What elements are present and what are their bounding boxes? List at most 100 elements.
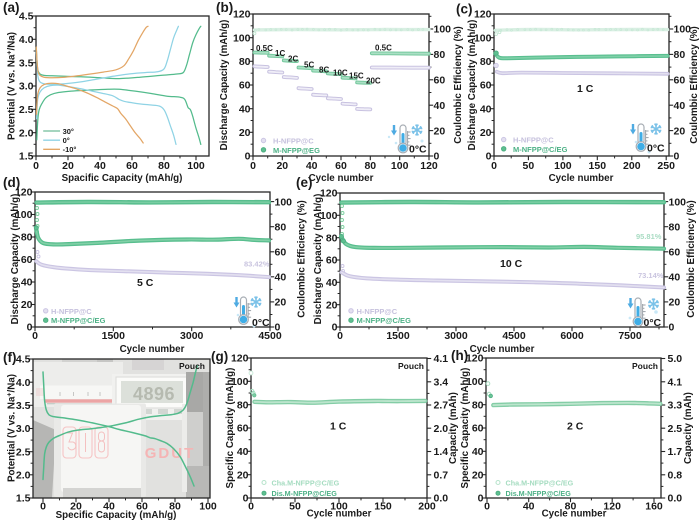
svg-text:80: 80	[239, 56, 251, 68]
svg-text:60: 60	[275, 247, 287, 259]
svg-text:4.0: 4.0	[16, 377, 31, 389]
svg-text:60: 60	[239, 80, 251, 92]
svg-text:60: 60	[480, 80, 492, 92]
svg-text:1C: 1C	[275, 49, 285, 58]
svg-text:120: 120	[231, 353, 249, 365]
svg-text:1500: 1500	[102, 330, 126, 342]
svg-text:2.0: 2.0	[16, 470, 31, 482]
svg-text:0°C: 0°C	[409, 144, 427, 156]
svg-text:3000: 3000	[180, 330, 204, 342]
svg-text:0: 0	[243, 493, 249, 505]
svg-text:1.5: 1.5	[19, 151, 34, 163]
svg-text:160: 160	[645, 501, 663, 513]
svg-text:200: 200	[418, 501, 436, 513]
svg-text:(b): (b)	[216, 0, 233, 15]
svg-text:Cha.M-NFPP@C/EG: Cha.M-NFPP@C/EG	[272, 479, 340, 488]
svg-text:5 C: 5 C	[137, 277, 154, 289]
svg-text:4.1: 4.1	[434, 353, 449, 365]
svg-text:40: 40	[237, 446, 249, 458]
svg-text:0: 0	[248, 501, 254, 513]
svg-text:3.0: 3.0	[16, 423, 31, 435]
svg-text:4896: 4896	[133, 384, 175, 404]
svg-text:Cycle number: Cycle number	[470, 344, 535, 355]
svg-text:H-NFPP@C: H-NFPP@C	[51, 307, 92, 316]
svg-text:20: 20	[70, 501, 82, 513]
svg-text:M-NFPP@C/EG: M-NFPP@C/EG	[357, 316, 412, 325]
svg-text:H-NFPP@C: H-NFPP@C	[357, 307, 398, 316]
svg-text:0: 0	[337, 330, 343, 342]
svg-text:80: 80	[669, 221, 681, 233]
svg-text:80: 80	[472, 399, 484, 411]
svg-text:H-NFPP@C: H-NFPP@C	[273, 137, 314, 146]
svg-text:Potential (V vs. Na+/Na): Potential (V vs. Na+/Na)	[7, 374, 18, 482]
svg-text:Pouch: Pouch	[179, 361, 205, 371]
svg-text:3.5: 3.5	[16, 400, 31, 412]
svg-text:20: 20	[276, 160, 288, 172]
svg-text:Coulombic Efficiency (%): Coulombic Efficiency (%)	[686, 200, 697, 318]
svg-text:Discharge Capacity (mAh/g): Discharge Capacity (mAh/g)	[313, 194, 324, 325]
svg-text:100: 100	[554, 160, 572, 172]
svg-text:20: 20	[275, 297, 287, 309]
svg-text:40: 40	[669, 272, 681, 284]
svg-text:60: 60	[237, 423, 249, 435]
svg-text:30°: 30°	[63, 127, 74, 136]
svg-text:60: 60	[434, 75, 446, 87]
svg-text:Capacity (mAh): Capacity (mAh)	[683, 392, 694, 464]
svg-text:83.42%: 83.42%	[244, 260, 270, 269]
svg-text:0: 0	[478, 493, 484, 505]
svg-text:4.0: 4.0	[19, 34, 34, 46]
svg-text:10 C: 10 C	[500, 258, 523, 270]
svg-text:1.4: 1.4	[434, 446, 449, 458]
svg-text:5.0: 5.0	[668, 353, 683, 365]
svg-text:150: 150	[589, 160, 607, 172]
svg-text:2C: 2C	[288, 55, 298, 64]
svg-text:100: 100	[187, 160, 205, 172]
svg-text:100: 100	[330, 501, 348, 513]
svg-text:80: 80	[434, 49, 446, 61]
svg-text:100: 100	[275, 196, 293, 208]
svg-text:3.3: 3.3	[668, 400, 683, 412]
svg-text:(c): (c)	[456, 2, 473, 17]
svg-text:Cycle number: Cycle number	[309, 173, 374, 184]
svg-text:7500: 7500	[618, 330, 642, 342]
svg-text:M-NFPP@EG: M-NFPP@EG	[273, 146, 320, 155]
svg-text:120: 120	[474, 9, 492, 21]
svg-text:100: 100	[320, 210, 338, 222]
svg-text:0.0: 0.0	[668, 493, 683, 505]
svg-text:Spacific Capacity (mAh/g): Spacific Capacity (mAh/g)	[62, 173, 183, 184]
svg-text:4.5: 4.5	[19, 11, 34, 23]
svg-text:Specific Capacity (mAh/g): Specific Capacity (mAh/g)	[225, 368, 236, 489]
svg-text:Pouch: Pouch	[398, 361, 424, 371]
svg-text:20: 20	[62, 160, 74, 172]
svg-text:40: 40	[523, 501, 535, 513]
svg-text:1500: 1500	[386, 330, 410, 342]
svg-text:120: 120	[233, 9, 251, 21]
svg-text:20: 20	[326, 299, 338, 311]
svg-text:40: 40	[480, 103, 492, 115]
svg-text:0.0: 0.0	[434, 493, 449, 505]
svg-text:4.5: 4.5	[16, 354, 31, 366]
svg-text:120: 120	[466, 353, 484, 365]
svg-text:10C: 10C	[333, 69, 348, 78]
svg-text:Cha.M-NFPP@C/EG: Cha.M-NFPP@C/EG	[506, 479, 574, 488]
svg-text:0.8: 0.8	[668, 469, 683, 481]
svg-text:2.5: 2.5	[16, 446, 31, 458]
svg-text:40: 40	[434, 100, 446, 112]
svg-text:Dis.M-NFPP@C/EG: Dis.M-NFPP@C/EG	[272, 489, 338, 498]
svg-text:20: 20	[674, 125, 686, 137]
svg-text:15C: 15C	[349, 72, 364, 81]
svg-text:2.0: 2.0	[19, 127, 34, 139]
svg-text:4500: 4500	[502, 330, 526, 342]
svg-text:3.4: 3.4	[434, 376, 449, 388]
svg-text:3.5: 3.5	[19, 57, 34, 69]
svg-text:0: 0	[275, 322, 281, 334]
svg-text:120: 120	[603, 501, 621, 513]
svg-text:2.5: 2.5	[19, 104, 34, 116]
svg-text:Capacity (mAh): Capacity (mAh)	[448, 392, 459, 464]
svg-text:(g): (g)	[211, 349, 228, 364]
svg-text:120: 120	[320, 188, 338, 200]
svg-text:M-NFPP@C/EG: M-NFPP@C/EG	[51, 316, 106, 325]
svg-text:4.1: 4.1	[668, 376, 683, 388]
svg-text:0: 0	[484, 501, 490, 513]
svg-text:0: 0	[250, 160, 256, 172]
